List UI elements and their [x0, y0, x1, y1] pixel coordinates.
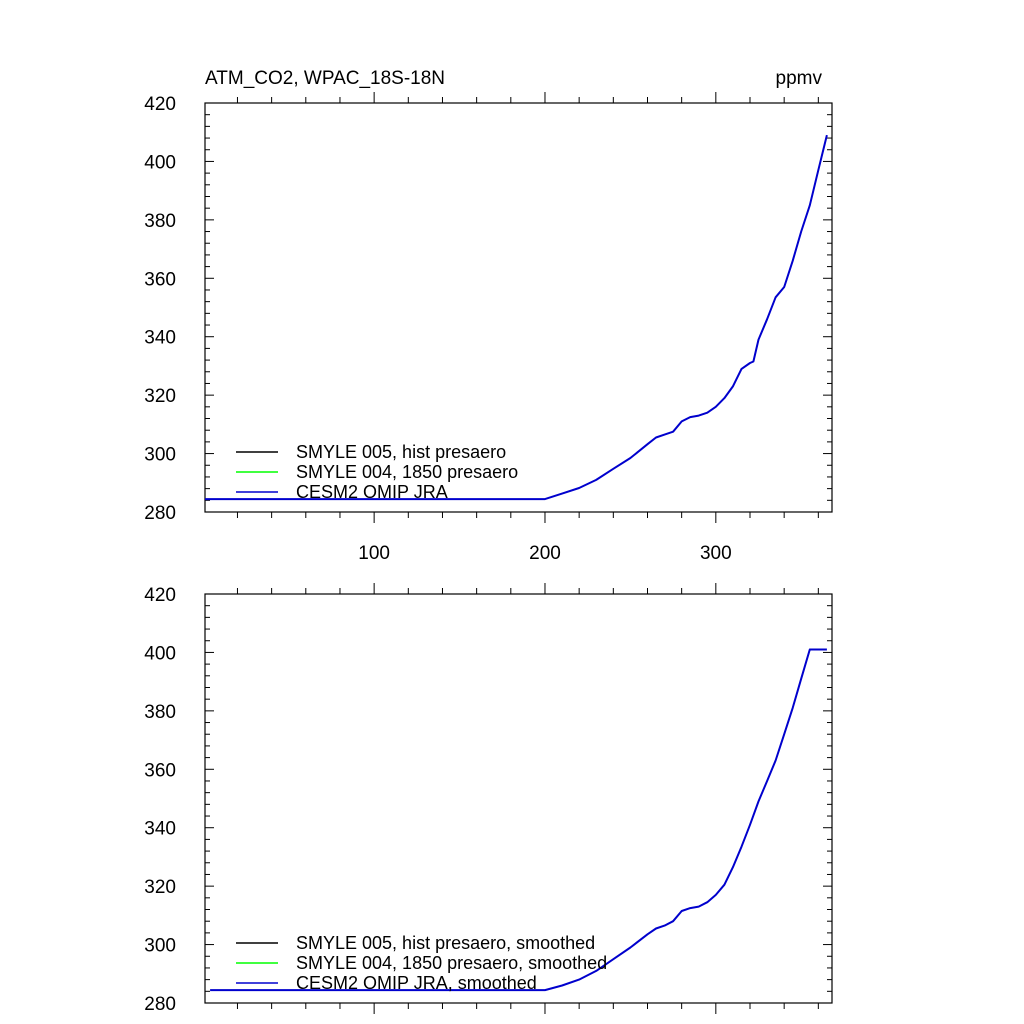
- bottom-series-line-2: [210, 648, 827, 992]
- bottom-legend-label: CESM2 OMIP JRA, smoothed: [296, 973, 537, 993]
- bottom-plot-frame: [204, 593, 833, 1004]
- bottom-ytick-label: 380: [144, 702, 176, 723]
- top-plot-frame: [204, 102, 833, 513]
- top-xtick-label: 300: [700, 543, 732, 564]
- bottom-ytick-label: 420: [144, 585, 176, 606]
- top-legend-label: SMYLE 005, hist presaero: [296, 442, 506, 462]
- top-chart-units: ppmv: [776, 68, 823, 89]
- top-ytick-label: 300: [144, 445, 176, 466]
- bottom-ytick-label: 360: [144, 760, 176, 781]
- bottom-legend-label: SMYLE 005, hist presaero, smoothed: [296, 933, 595, 953]
- bottom-ytick-label: 320: [144, 877, 176, 898]
- top-panel: ATM_CO2, WPAC_18S-18N ppmv 280 300 320 340 3…: [144, 68, 833, 564]
- top-xtick-label: 100: [358, 543, 390, 564]
- top-ytick-label: 340: [144, 328, 176, 349]
- top-legend-label: SMYLE 004, 1850 presaero: [296, 462, 518, 482]
- bottom-ytick-label: 400: [144, 643, 176, 664]
- top-series-line-2: [205, 134, 828, 501]
- bottom-ytick-label: 300: [144, 936, 176, 957]
- top-legend-label: CESM2 OMIP JRA: [296, 482, 448, 502]
- top-chart-title: ATM_CO2, WPAC_18S-18N: [205, 68, 445, 89]
- top-ytick-label: 360: [144, 269, 176, 290]
- bottom-legend-label: SMYLE 004, 1850 presaero, smoothed: [296, 953, 607, 973]
- bottom-ytick-label: 340: [144, 819, 176, 840]
- bottom-ytick-label: 280: [144, 994, 176, 1015]
- bottom-panel: 280 300 320 340 360 380 400 420 SMYLE 005, hist …: [144, 583, 833, 1015]
- top-ytick-label: 380: [144, 211, 176, 232]
- top-ytick-label: 280: [144, 503, 176, 524]
- top-ytick-label: 320: [144, 386, 176, 407]
- top-ytick-label: 420: [144, 94, 176, 115]
- top-xtick-label: 200: [529, 543, 561, 564]
- top-ytick-label: 400: [144, 152, 176, 173]
